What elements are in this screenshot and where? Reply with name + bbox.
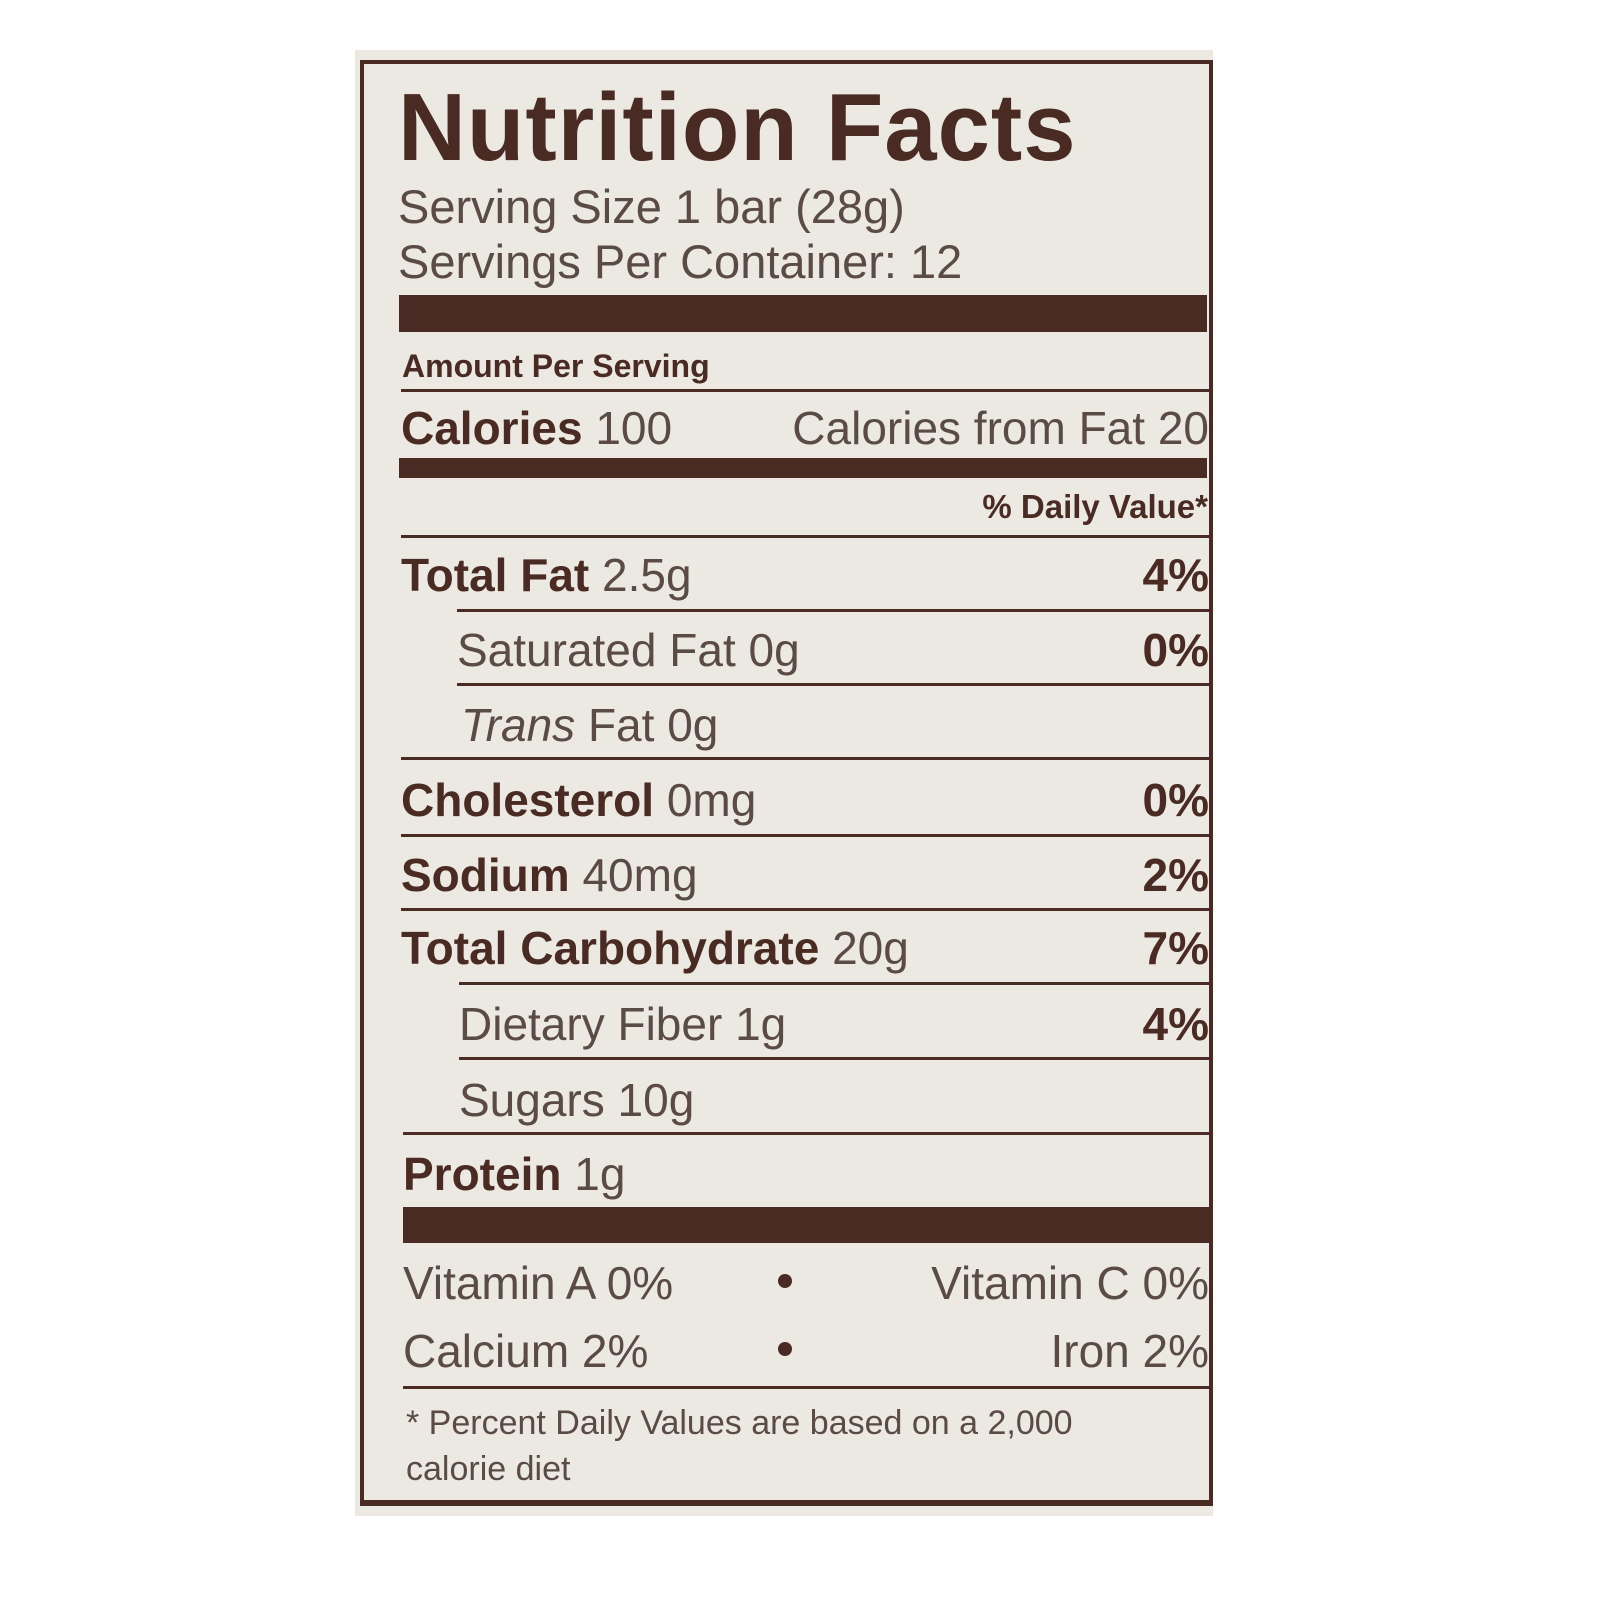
nutrient-label: Cholesterol: [401, 774, 655, 826]
calories-from-fat: Calories from Fat 20: [792, 402, 1209, 454]
nutrient-row-cholesterol: Cholesterol 0mg 0%: [401, 777, 1209, 823]
nutrient-amount: Fat 0g: [587, 699, 719, 751]
divider: [457, 609, 1209, 612]
nutrient-amount: 1g: [574, 1148, 626, 1200]
footnote: * Percent Daily Values are based on a 2,…: [406, 1404, 1073, 1488]
servings-per-container: Servings Per Container: 12: [398, 235, 963, 288]
nutrient-row-saturated-fat: Saturated Fat 0g 0%: [457, 627, 1209, 673]
nutrient-dv: 4%: [1142, 998, 1209, 1050]
calories-row: Calories 100 Calories from Fat 20: [401, 405, 1209, 451]
nutrient-dv: 2%: [1142, 849, 1209, 901]
amount-per-serving: Amount Per Serving: [402, 348, 710, 384]
label-title: Nutrition Facts: [398, 74, 1077, 181]
nutrient-row-protein: Protein 1g: [403, 1151, 1211, 1197]
nutrient-amount: 2.5g: [602, 549, 692, 601]
nutrient-label: Total Fat: [401, 549, 590, 601]
divider: [457, 683, 1209, 686]
daily-value-header: % Daily Value*: [982, 488, 1208, 525]
nutrient-label: Protein: [403, 1148, 562, 1200]
calories-value: 100: [595, 402, 673, 454]
divider: [401, 908, 1209, 911]
divider: [401, 535, 1209, 538]
nutrient-label: Saturated Fat: [457, 624, 736, 676]
calories-label: Calories: [401, 402, 583, 454]
nutrient-amount: 0g: [748, 624, 800, 676]
nutrient-row-trans-fat: Trans Fat 0g: [461, 702, 1209, 748]
divider: [459, 982, 1209, 985]
nutrient-dv: 4%: [1142, 549, 1209, 601]
nutrient-amount: 40mg: [582, 849, 698, 901]
label-border: [360, 60, 1213, 1506]
nutrient-label: Dietary Fiber: [459, 998, 723, 1050]
nutrient-row-sugars: Sugars 10g: [459, 1077, 1209, 1123]
nutrient-label: Sodium: [401, 849, 570, 901]
nutrient-row-sodium: Sodium 40mg 2%: [401, 852, 1209, 898]
nutrient-label: Sugars: [459, 1074, 605, 1126]
divider: [401, 389, 1209, 392]
nutrient-amount: 10g: [617, 1074, 695, 1126]
serving-size: Serving Size 1 bar (28g): [398, 180, 905, 233]
nutrient-amount: 0mg: [666, 774, 757, 826]
thick-divider: [399, 295, 1207, 332]
nutrient-label: Total Carbohydrate: [401, 922, 820, 974]
vitamin-a: Vitamin A 0%: [403, 1257, 674, 1309]
nutrient-dv: 0%: [1142, 774, 1209, 826]
divider: [401, 757, 1209, 760]
thick-divider: [403, 1207, 1209, 1243]
bullet-icon: [778, 1274, 792, 1288]
divider: [459, 1057, 1209, 1060]
divider: [403, 1386, 1209, 1389]
vitamin-row: Vitamin A 0% Vitamin C 0%: [403, 1260, 1209, 1306]
nutrient-amount: 20g: [832, 922, 909, 974]
vitamin-c: Vitamin C 0%: [931, 1257, 1209, 1309]
divider: [401, 834, 1209, 837]
divider: [403, 1132, 1209, 1135]
medium-divider: [399, 458, 1207, 478]
iron: Iron 2%: [1050, 1325, 1209, 1377]
nutrient-dv: 0%: [1142, 624, 1209, 676]
nutrition-label: [355, 50, 1213, 1516]
nutrient-row-dietary-fiber: Dietary Fiber 1g 4%: [459, 1001, 1209, 1047]
nutrient-row-total-fat: Total Fat 2.5g 4%: [401, 552, 1209, 598]
mineral-row: Calcium 2% Iron 2%: [403, 1328, 1209, 1374]
calcium: Calcium 2%: [403, 1325, 649, 1377]
nutrient-amount: 1g: [735, 998, 787, 1050]
bullet-icon: [778, 1342, 792, 1356]
nutrient-label: Trans: [461, 699, 576, 751]
nutrient-row-total-carbohydrate: Total Carbohydrate 20g 7%: [401, 925, 1209, 971]
nutrient-dv: 7%: [1142, 922, 1209, 974]
